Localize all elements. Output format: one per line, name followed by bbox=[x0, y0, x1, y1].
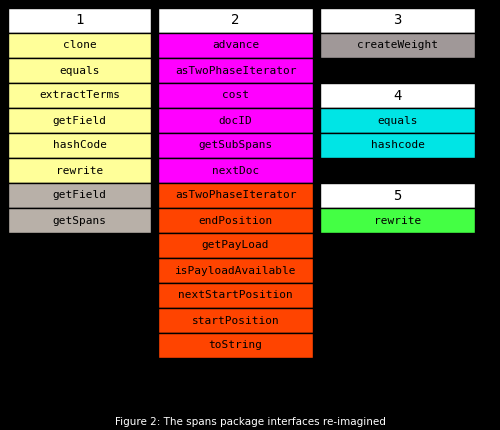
Bar bbox=[8, 58, 151, 83]
Text: 5: 5 bbox=[394, 188, 402, 203]
Bar bbox=[320, 133, 475, 158]
Text: equals: equals bbox=[378, 116, 418, 126]
Text: asTwoPhaseIterator: asTwoPhaseIterator bbox=[175, 65, 296, 76]
Bar bbox=[158, 308, 313, 333]
Bar bbox=[320, 8, 475, 33]
Bar bbox=[8, 83, 151, 108]
Bar bbox=[8, 33, 151, 58]
Bar bbox=[8, 208, 151, 233]
Text: nextStartPosition: nextStartPosition bbox=[178, 291, 293, 301]
Text: advance: advance bbox=[212, 40, 259, 50]
Bar bbox=[158, 133, 313, 158]
Text: startPosition: startPosition bbox=[192, 316, 280, 326]
Text: equals: equals bbox=[60, 65, 100, 76]
Text: getPayLoad: getPayLoad bbox=[202, 240, 269, 251]
Text: asTwoPhaseIterator: asTwoPhaseIterator bbox=[175, 190, 296, 200]
Text: docID: docID bbox=[218, 116, 252, 126]
Text: getField: getField bbox=[52, 116, 106, 126]
Text: isPayloadAvailable: isPayloadAvailable bbox=[175, 265, 296, 276]
Text: cost: cost bbox=[222, 90, 249, 101]
Text: Figure 2: The spans package interfaces re-imagined: Figure 2: The spans package interfaces r… bbox=[114, 417, 386, 427]
Bar bbox=[320, 108, 475, 133]
Bar bbox=[8, 108, 151, 133]
Text: getField: getField bbox=[52, 190, 106, 200]
Bar bbox=[158, 8, 313, 33]
Text: extractTerms: extractTerms bbox=[39, 90, 120, 101]
Bar bbox=[158, 33, 313, 58]
Bar bbox=[8, 183, 151, 208]
Bar bbox=[158, 108, 313, 133]
Bar bbox=[158, 158, 313, 183]
Text: nextDoc: nextDoc bbox=[212, 166, 259, 175]
Bar bbox=[8, 158, 151, 183]
Text: hashCode: hashCode bbox=[52, 141, 106, 150]
Bar bbox=[158, 58, 313, 83]
Text: toString: toString bbox=[208, 341, 262, 350]
Bar bbox=[158, 208, 313, 233]
Text: 3: 3 bbox=[394, 13, 402, 28]
Text: 4: 4 bbox=[394, 89, 402, 102]
Text: rewrite: rewrite bbox=[56, 166, 103, 175]
Bar bbox=[320, 83, 475, 108]
Bar bbox=[158, 233, 313, 258]
Bar bbox=[158, 283, 313, 308]
Text: clone: clone bbox=[62, 40, 96, 50]
Bar bbox=[8, 133, 151, 158]
Text: getSpans: getSpans bbox=[52, 215, 106, 225]
Bar bbox=[8, 8, 151, 33]
Bar bbox=[320, 208, 475, 233]
Text: rewrite: rewrite bbox=[374, 215, 421, 225]
Bar bbox=[320, 183, 475, 208]
Text: createWeight: createWeight bbox=[357, 40, 438, 50]
Bar bbox=[158, 258, 313, 283]
Text: endPosition: endPosition bbox=[198, 215, 272, 225]
Bar bbox=[158, 83, 313, 108]
Text: 1: 1 bbox=[76, 13, 84, 28]
Bar bbox=[320, 33, 475, 58]
Text: getSubSpans: getSubSpans bbox=[198, 141, 272, 150]
Text: hashcode: hashcode bbox=[370, 141, 424, 150]
Text: 2: 2 bbox=[232, 13, 239, 28]
Bar bbox=[158, 333, 313, 358]
Bar bbox=[158, 183, 313, 208]
